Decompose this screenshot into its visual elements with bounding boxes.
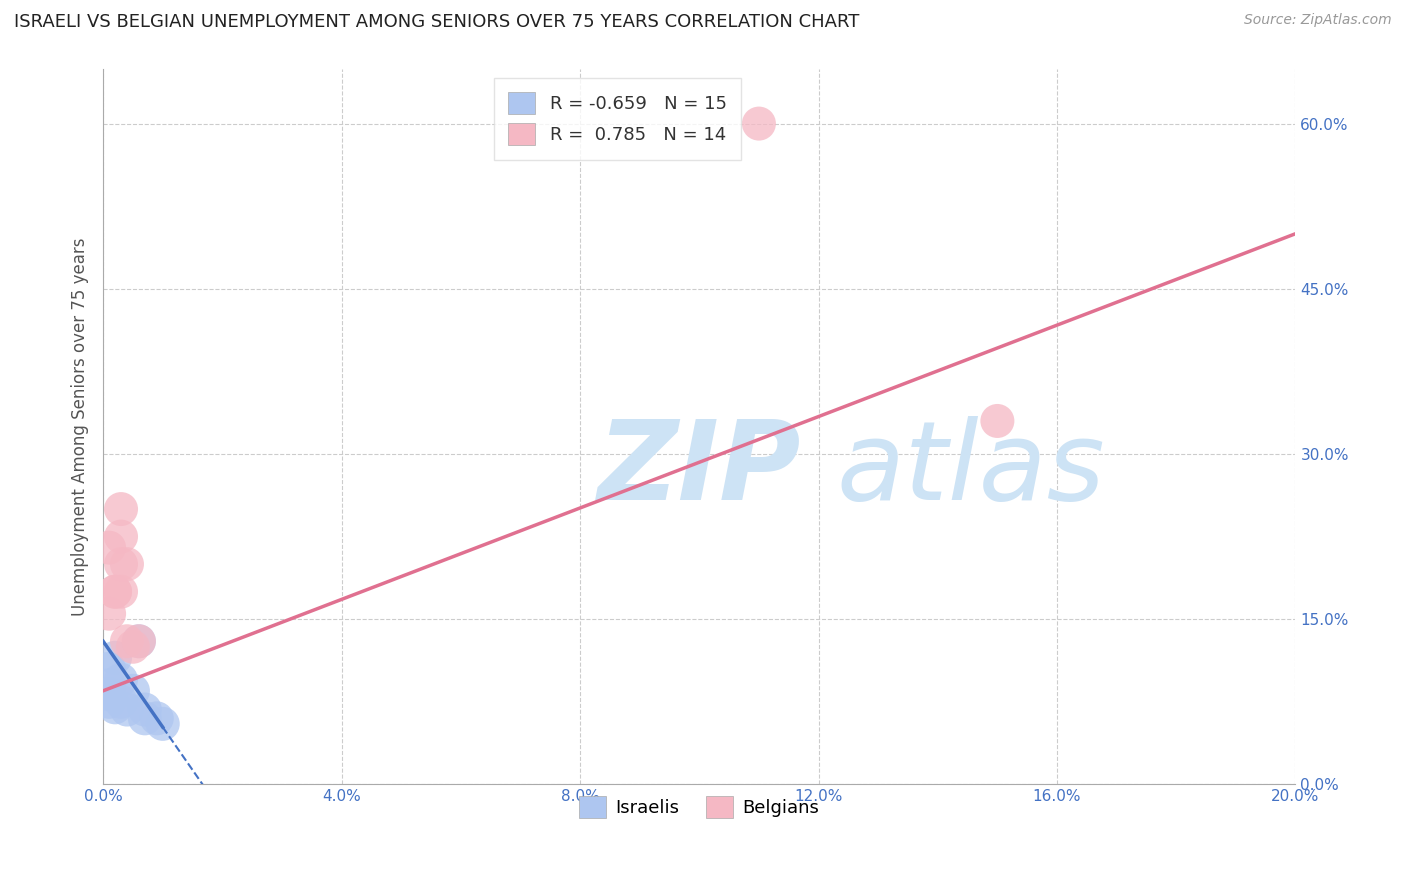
Text: ZIP: ZIP [598, 416, 801, 523]
Point [104, 584, 127, 599]
Point [98, 662, 121, 676]
Point [122, 640, 145, 654]
Point [104, 650, 127, 665]
Point [115, 557, 138, 571]
Point [128, 634, 150, 648]
Point [98, 541, 121, 555]
Point [98, 687, 121, 701]
Point [110, 584, 132, 599]
Point [110, 502, 132, 516]
Point [122, 683, 145, 698]
Point [115, 634, 138, 648]
Point [986, 414, 1008, 428]
Point [104, 584, 127, 599]
Y-axis label: Unemployment Among Seniors over 75 years: Unemployment Among Seniors over 75 years [72, 237, 89, 615]
Point [110, 557, 132, 571]
Point [98, 678, 121, 692]
Point [110, 530, 132, 544]
Point [98, 607, 121, 621]
Point [110, 673, 132, 687]
Point [110, 695, 132, 709]
Text: atlas: atlas [837, 416, 1105, 523]
Point [134, 702, 156, 716]
Legend: Israelis, Belgians: Israelis, Belgians [572, 789, 827, 825]
Point [146, 711, 169, 725]
Text: ISRAELI VS BELGIAN UNEMPLOYMENT AMONG SENIORS OVER 75 YEARS CORRELATION CHART: ISRAELI VS BELGIAN UNEMPLOYMENT AMONG SE… [14, 13, 859, 31]
Point [134, 711, 156, 725]
Point [128, 634, 150, 648]
Point [748, 117, 770, 131]
Point [98, 695, 121, 709]
Text: Source: ZipAtlas.com: Source: ZipAtlas.com [1244, 13, 1392, 28]
Point [115, 702, 138, 716]
Point [152, 716, 174, 731]
Point [104, 700, 127, 714]
